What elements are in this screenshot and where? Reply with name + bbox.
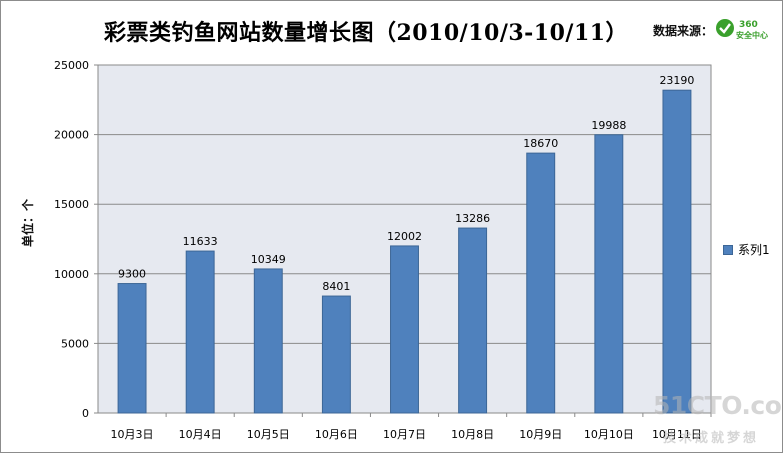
- x-tick-label: 10月8日: [451, 428, 494, 441]
- bar: [526, 152, 556, 414]
- legend-label: 系列1: [738, 243, 770, 257]
- watermark-slogan: 技术成就梦想: [663, 431, 760, 446]
- x-tick-label: 10月3日: [111, 428, 154, 441]
- data-label: 18670: [523, 137, 558, 150]
- y-tick-label: 20000: [54, 129, 89, 142]
- source-label: 数据来源：: [653, 24, 714, 38]
- bar: [185, 250, 215, 414]
- x-tick-label: 10月4日: [179, 428, 222, 441]
- y-tick-label: 0: [82, 407, 89, 420]
- legend-swatch: [723, 244, 733, 255]
- logo-subtext: 安全中心: [736, 30, 768, 40]
- x-tick-label: 10月10日: [584, 428, 634, 441]
- data-label: 10349: [251, 253, 286, 266]
- x-tick-label: 10月9日: [519, 428, 562, 441]
- x-tick-label: 10月11日: [652, 428, 702, 441]
- data-label: 19988: [591, 119, 626, 132]
- bar: [594, 134, 624, 414]
- data-label: 11633: [183, 235, 218, 248]
- x-tick-label: 10月7日: [383, 428, 426, 441]
- shield-icon: [716, 19, 734, 37]
- bar: [117, 283, 147, 414]
- bar: [390, 245, 419, 414]
- y-tick-label: 10000: [54, 268, 89, 281]
- data-label: 23190: [659, 74, 694, 87]
- data-label: 8401: [322, 280, 350, 293]
- data-label: 13286: [455, 212, 490, 225]
- bar: [321, 295, 351, 414]
- y-tick-label: 25000: [54, 59, 89, 72]
- chart-title: 彩票类钓鱼网站数量增长图（2010/10/3-10/11）: [103, 20, 629, 46]
- y-tick-label: 5000: [61, 337, 89, 350]
- watermark-logo: 51CTO.com: [653, 391, 782, 420]
- data-label: 9300: [118, 268, 146, 281]
- y-tick-label: 15000: [54, 198, 89, 211]
- bar: [458, 227, 488, 414]
- bar: [662, 89, 692, 414]
- x-tick-label: 10月5日: [247, 428, 290, 441]
- bar: [253, 268, 283, 414]
- source-logo: 360 安全中心: [716, 19, 768, 40]
- data-label: 12002: [387, 230, 422, 243]
- logo-text: 360: [739, 20, 758, 30]
- x-tick-label: 10月6日: [315, 428, 358, 441]
- legend: 系列1: [723, 241, 770, 258]
